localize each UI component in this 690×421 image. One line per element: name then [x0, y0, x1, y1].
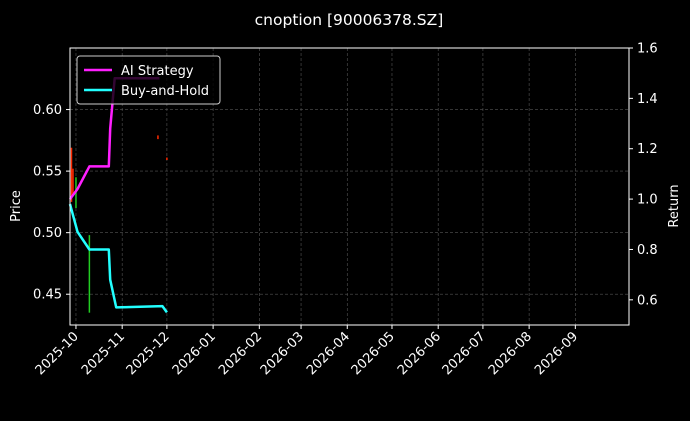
x-tick-label: 2026-07 [440, 329, 489, 378]
x-tick-label: 2026-08 [486, 329, 535, 378]
y-tick-label: 0.55 [33, 165, 62, 180]
series-line-buy-and-hold [68, 203, 168, 314]
x-tick-label: 2026-06 [395, 329, 444, 378]
legend: AI Strategy Buy-and-Hold [76, 55, 221, 105]
legend-label-buy-and-hold: Buy-and-Hold [121, 84, 209, 99]
series-lines [68, 76, 168, 314]
y-tick-label: 0.60 [33, 103, 62, 118]
x-tick-label: 2026-09 [532, 329, 581, 378]
y-axis-right-label: Return [667, 184, 682, 227]
x-tick-label: 2026-04 [304, 329, 353, 378]
y-right-tick-label: 0.8 [637, 243, 658, 258]
y-right-tick-label: 1.2 [637, 142, 658, 157]
x-tick-label: 2026-05 [349, 329, 398, 378]
y-right-tick-label: 1.4 [637, 92, 658, 107]
x-tick-label: 2026-02 [216, 329, 265, 378]
plot-frame [69, 47, 630, 326]
x-tick-label: 2025-10 [33, 329, 82, 378]
y-axis-label: Price [9, 190, 24, 222]
y-tick-label: 0.45 [33, 288, 62, 303]
legend-label-ai-strategy: AI Strategy [121, 64, 194, 79]
y-right-tick-label: 0.6 [637, 293, 658, 308]
y-right-tick-label: 1.0 [637, 193, 658, 208]
x-tick-label: 2026-01 [170, 329, 219, 378]
y-right-tick-label: 1.6 [637, 42, 658, 57]
legend-box [76, 55, 221, 105]
x-tick-label: 2025-11 [79, 329, 128, 378]
x-tick-label: 2026-03 [258, 329, 307, 378]
x-tick-label: 2025-12 [124, 329, 173, 378]
y-tick-label: 0.50 [33, 226, 62, 241]
chart-title: cnoption [90006378.SZ] [255, 11, 444, 29]
price-bars [70, 135, 168, 313]
